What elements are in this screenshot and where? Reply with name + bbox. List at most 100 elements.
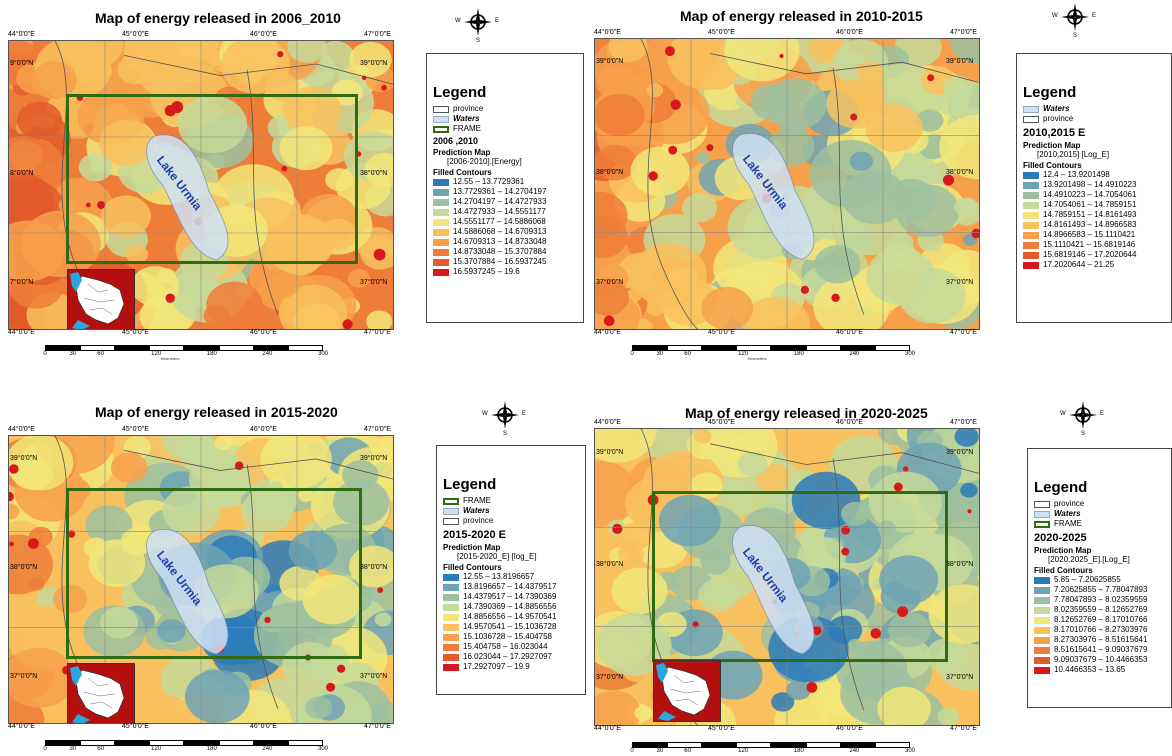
contour-patch (101, 195, 151, 237)
legend-field-name: [2015-2020_E] [log_E] (457, 552, 537, 561)
compass-label-w: W (482, 411, 488, 417)
contour-patch (724, 39, 800, 82)
legend-class-row: 15.404758 – 16.023044 (443, 642, 579, 652)
compass-needle-west (464, 20, 478, 24)
iran-outline (661, 666, 711, 716)
legend-class-row: 13.9201498 – 14.4910223 (1023, 180, 1165, 190)
contour-patch (347, 269, 370, 288)
legend-class-swatch (433, 258, 449, 266)
contour-patch (17, 101, 63, 139)
legend-swatch-prov (1023, 115, 1039, 123)
lake-urmia (146, 134, 229, 261)
scale-segment (840, 345, 876, 351)
legend-class-label: 14.2704197 – 14.4727933 (453, 197, 547, 206)
legend-layer-row: Waters (1023, 104, 1165, 114)
legend-swatch-prov (1034, 500, 1050, 508)
scale-tick-label: 180 (793, 748, 804, 754)
top-longitude-label: 47°0'0"E (364, 426, 391, 433)
top-longitude-label: 46°0'0"E (836, 419, 863, 426)
contour-patch (221, 41, 290, 94)
hotspot (927, 74, 935, 82)
province-boundary (246, 69, 279, 315)
contour-patch (835, 640, 908, 700)
hotspot (850, 113, 858, 121)
legend-layer-label: Waters (1054, 509, 1081, 518)
compass-rose-icon (491, 401, 519, 429)
legend-layer-label: province (1054, 499, 1085, 508)
inset-svg (68, 270, 134, 329)
legend-title: Legend (1023, 84, 1077, 101)
contour-patch (856, 60, 885, 84)
compass-needle-north (476, 8, 480, 22)
top-longitude-label: 46°0'0"E (250, 31, 277, 38)
contour-patch (608, 39, 648, 63)
legend-class-row: 14.5551177 – 14.5886068 (433, 217, 577, 227)
legend-class-label: 14.7859151 – 14.8161493 (1043, 210, 1137, 219)
legend-class-label: 16.5937245 – 19.6 (453, 267, 520, 276)
compass-needle-south (1081, 415, 1085, 429)
right-latitude-label: 37°0'0"N (946, 673, 974, 681)
scale-tick-label: 300 (904, 351, 916, 357)
legend-class-label: 8.27303976 – 8.51615641 (1054, 635, 1148, 644)
compass-label-e: E (1100, 411, 1105, 417)
scale-tick-label: 180 (206, 351, 217, 357)
legend-class-row: 12.4 – 13.9201498 (1023, 170, 1165, 180)
bottom-longitude-label: 46°0'0"E (836, 725, 863, 732)
legend-layer-row: Waters (443, 506, 579, 516)
bottom-longitude-label: 45°0'0"E (122, 329, 149, 336)
scale-tick-label: 0 (630, 748, 634, 754)
contour-patch (349, 41, 392, 78)
hotspot (668, 145, 678, 155)
legend-class-label: 8.51615641 – 9.09037679 (1054, 645, 1148, 654)
contour-patch (879, 555, 938, 605)
legend-contours-title: Filled Contours (1023, 161, 1082, 170)
left-latitude-label: 38°0'0"N (596, 561, 624, 569)
legend-class-row: 5.85 – 7.20625855 (1034, 575, 1165, 585)
scale-tick-label: 120 (151, 746, 162, 752)
contour-patch (9, 534, 53, 595)
legend-class-row: 13.7729361 – 14.2704197 (433, 187, 577, 197)
contour-patch (9, 647, 76, 708)
contour-patch (814, 245, 861, 284)
contour-map: Lake Urmia (594, 38, 980, 330)
legend-class-row: 8.02359559 – 8.12652769 (1034, 605, 1165, 615)
compass-needle-north (503, 401, 507, 415)
frame-rectangle (652, 491, 948, 662)
right-latitude-label: 37°0'0"N (946, 278, 974, 286)
bottom-longitude-label: 44°0'0"E (8, 723, 35, 730)
scale-tick-label: 60 (684, 748, 691, 754)
scale-bar-segments (632, 345, 910, 351)
scale-tick-label: 300 (317, 351, 329, 357)
contour-patch (698, 578, 739, 612)
scale-segment (875, 742, 910, 748)
contour-patch (99, 119, 155, 166)
contour-patch (305, 696, 333, 719)
legend-class-row: 14.8161493 – 14.8966583 (1023, 220, 1165, 230)
contour-patch (895, 184, 960, 238)
top-longitude-label: 44°0'0"E (594, 419, 621, 426)
top-longitude-label: 45°0'0"E (122, 426, 149, 433)
bottom-longitude-label: 45°0'0"E (708, 329, 735, 336)
legend-box: Legend province Waters FRAME 2006 ,2010 Predi… (426, 53, 584, 323)
scale-tick-label: 240 (849, 351, 860, 357)
scale-tick-label: 30 (656, 748, 664, 754)
legend-class-label: 14.7390369 – 14.8856556 (463, 602, 557, 611)
right-latitude-label: 39°0'0"N (946, 58, 974, 66)
legend-class-row: 14.7390369 – 14.8856556 (443, 602, 579, 612)
compass-needle-west (1069, 413, 1083, 417)
iran-provinces (669, 674, 701, 706)
contour-patch (693, 429, 712, 444)
legend-class-label: 13.8196657 – 14.4379517 (463, 582, 557, 591)
top-longitude-label: 47°0'0"E (950, 419, 977, 426)
top-longitude-label: 46°0'0"E (250, 426, 277, 433)
hotspot (342, 319, 353, 329)
legend-layer-row: province (1023, 114, 1165, 124)
hotspot (670, 99, 681, 110)
legend-class-row: 14.2704197 – 14.4727933 (433, 197, 577, 207)
legend-class-label: 12.55 – 13.7729361 (453, 177, 525, 186)
contour-patch (260, 436, 332, 490)
contour-patch (841, 501, 870, 526)
bottom-longitude-label: 44°0'0"E (594, 725, 621, 732)
legend-title: Legend (433, 84, 487, 101)
scale-segment (771, 345, 806, 351)
